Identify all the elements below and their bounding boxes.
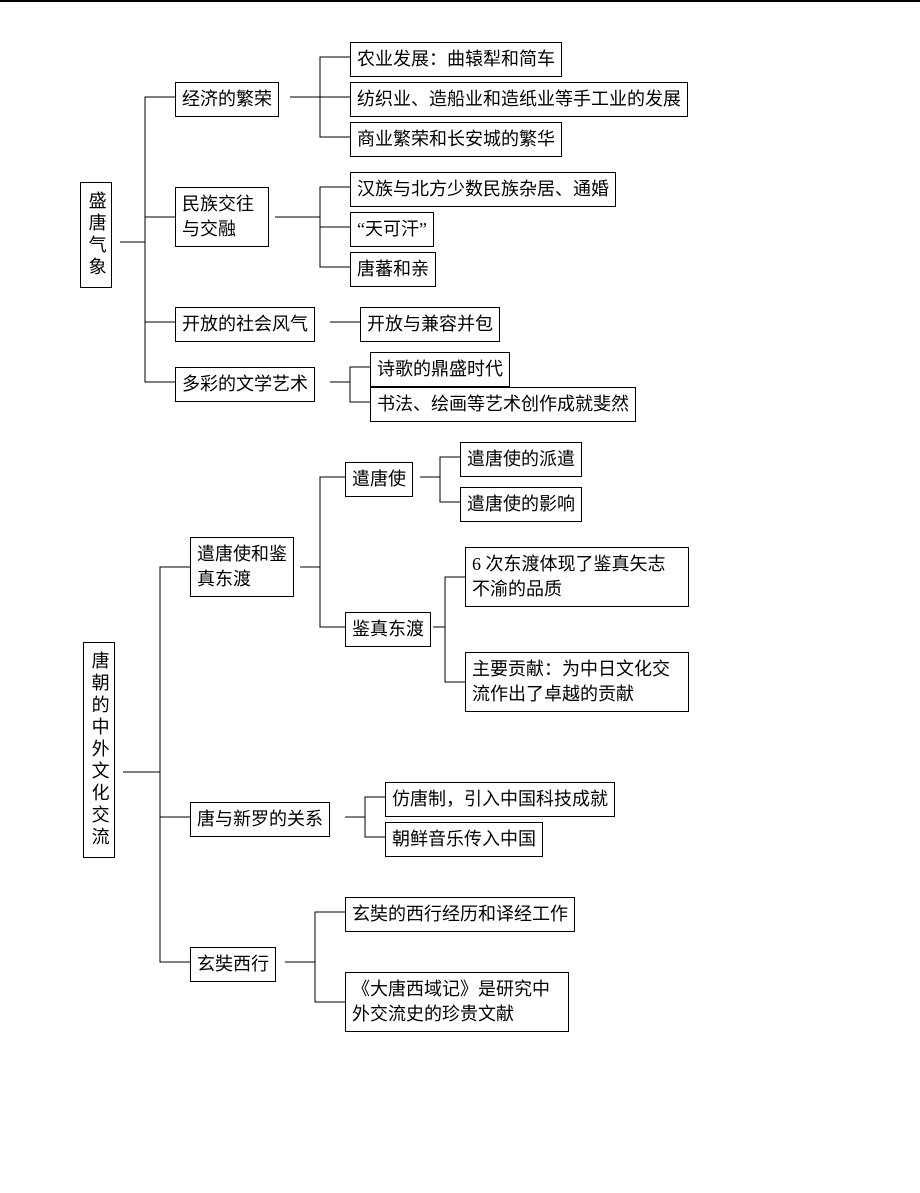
t2-b3: 玄奘西行 xyxy=(190,947,276,982)
t2-sub1: 遣唐使 xyxy=(345,462,413,497)
t2-sub1-c1: 遣唐使的派遣 xyxy=(460,442,582,477)
t2-sub2-c2: 主要贡献：为中日文化交流作出了卓越的贡献 xyxy=(465,652,689,712)
t2-b2-c1: 仿唐制，引入中国科技成就 xyxy=(385,782,615,817)
b1-economy: 经济的繁荣 xyxy=(175,82,279,117)
b3-open: 开放的社会风气 xyxy=(175,307,315,342)
b1-c3: 商业繁荣和长安城的繁华 xyxy=(350,122,562,157)
b3-c1: 开放与兼容并包 xyxy=(360,307,500,342)
b2-ethnic: 民族交往与交融 xyxy=(175,187,269,247)
t2-b3-c2: 《大唐西域记》是研究中外交流史的珍贵文献 xyxy=(345,972,569,1032)
diagram-page: 盛唐气象 经济的繁荣 农业发展：曲辕犁和简车 纺织业、造船业和造纸业等手工业的发… xyxy=(0,0,920,1193)
b1-c1: 农业发展：曲辕犁和简车 xyxy=(350,42,562,77)
b2-c3: 唐蕃和亲 xyxy=(350,252,436,287)
t2-b1: 遣唐使和鉴真东渡 xyxy=(190,537,294,597)
t2-sub2-c1: 6 次东渡体现了鉴真矢志不渝的品质 xyxy=(465,547,689,607)
b4-c1: 诗歌的鼎盛时代 xyxy=(370,352,510,387)
t2-b2: 唐与新罗的关系 xyxy=(190,802,330,837)
b2-c2: “天可汗” xyxy=(350,212,434,247)
b1-c2: 纺织业、造船业和造纸业等手工业的发展 xyxy=(350,82,688,117)
root-shengtang: 盛唐气象 xyxy=(80,182,112,288)
t2-b3-c1: 玄奘的西行经历和译经工作 xyxy=(345,897,575,932)
b4-c2: 书法、绘画等艺术创作成就斐然 xyxy=(370,387,636,422)
t2-sub2: 鉴真东渡 xyxy=(345,612,431,647)
t2-b2-c2: 朝鲜音乐传入中国 xyxy=(385,822,543,857)
root-exchange: 唐朝的中外文化交流 xyxy=(83,642,115,858)
b4-art: 多彩的文学艺术 xyxy=(175,367,315,402)
t2-sub1-c2: 遣唐使的影响 xyxy=(460,487,582,522)
b2-c1: 汉族与北方少数民族杂居、通婚 xyxy=(350,172,616,207)
